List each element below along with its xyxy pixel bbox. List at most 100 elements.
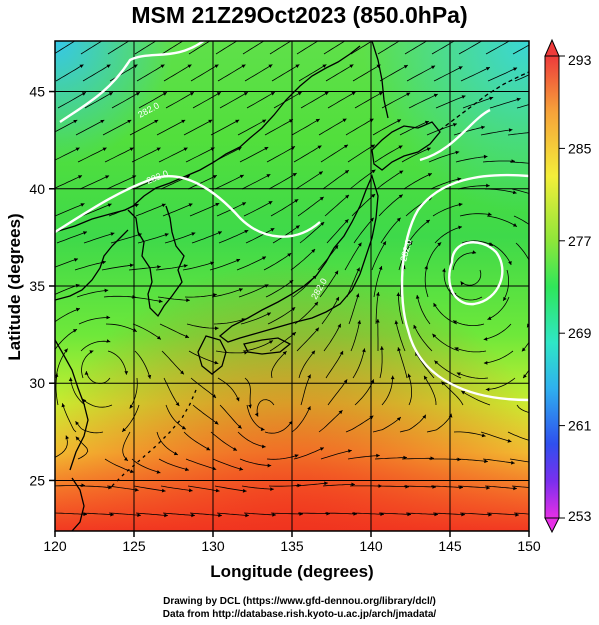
streamline [55, 485, 85, 487]
streamline [55, 64, 84, 82]
streamline-arrowhead [345, 194, 349, 199]
streamline-arrowhead [55, 373, 59, 377]
streamline [106, 485, 139, 491]
y-tick-label: 45 [29, 84, 45, 100]
streamline-arrowhead [485, 67, 490, 71]
streamline [425, 242, 442, 271]
streamline-arrowhead [129, 263, 134, 268]
streamline-arrowhead [214, 64, 219, 68]
streamline-arrowhead [214, 360, 219, 365]
streamline [485, 188, 517, 194]
streamline [269, 331, 297, 352]
streamline-arrowhead [369, 217, 374, 222]
streamline-arrowhead [216, 92, 221, 96]
streamline [522, 369, 529, 379]
streamline [165, 540, 197, 542]
streamline-arrowhead [243, 92, 248, 96]
streamline [399, 414, 427, 433]
streamline-arrowhead [378, 266, 383, 270]
streamline-arrowhead [110, 512, 114, 517]
streamline [187, 485, 220, 492]
streamline-arrowhead [307, 374, 311, 379]
streamline-arrowhead [181, 425, 186, 430]
streamline-arrowhead [77, 37, 81, 41]
streamline [133, 485, 166, 492]
streamline-arrowhead [382, 540, 386, 544]
streamline [210, 119, 240, 136]
streamline-arrowhead [396, 417, 401, 421]
streamline [244, 377, 251, 409]
streamline [381, 92, 411, 109]
streamline [373, 265, 383, 298]
streamline [77, 147, 107, 163]
streamline [378, 194, 404, 217]
streamline-arrowhead [293, 37, 297, 41]
streamline [156, 431, 179, 456]
streamline-arrowhead [424, 265, 428, 270]
streamline-arrowhead [215, 202, 220, 207]
streamline [131, 147, 161, 163]
streamline-arrowhead [147, 374, 152, 379]
streamline-arrowhead [272, 512, 276, 517]
streamline [62, 403, 77, 433]
streamline-arrowhead [540, 68, 544, 71]
streamline [264, 420, 293, 434]
streamline-arrowhead [369, 118, 374, 123]
streamline-arrowhead [124, 371, 129, 375]
streamline [129, 119, 159, 136]
streamline [55, 175, 83, 189]
streamline [354, 379, 374, 406]
streamline-arrowhead [132, 175, 137, 179]
streamline-arrowhead [188, 488, 193, 493]
streamline-arrowhead [334, 245, 339, 250]
streamline-arrowhead [89, 350, 94, 354]
streamline [106, 175, 137, 190]
streamline [103, 295, 136, 298]
streamline [165, 404, 187, 430]
streamline-arrowhead [398, 145, 403, 149]
streamline-arrowhead [212, 466, 217, 471]
temperature-contours [55, 41, 529, 402]
streamline [432, 333, 460, 352]
streamline [351, 512, 385, 515]
streamline-arrowhead [297, 92, 302, 96]
streamline [318, 118, 347, 136]
coastline-honshu [218, 174, 379, 343]
streamline-arrowhead [433, 303, 437, 307]
streamline-arrowhead [314, 301, 318, 306]
streamline-arrowhead [570, 97, 574, 101]
streamline [543, 540, 575, 542]
streamline-arrowhead [185, 467, 189, 472]
streamline [327, 91, 356, 109]
streamline-arrowhead [487, 316, 492, 320]
streamline [484, 485, 517, 489]
streamline-arrowhead [238, 288, 243, 292]
streamline-arrowhead [180, 370, 184, 375]
streamline-arrowhead [295, 225, 300, 229]
streamline-arrowhead [318, 171, 323, 175]
streamline-arrowhead [339, 350, 344, 355]
streamline [348, 293, 359, 325]
streamline [424, 265, 429, 298]
streamline [322, 484, 355, 487]
streamline [110, 233, 142, 244]
streamline-arrowhead [344, 170, 349, 174]
streamline [441, 381, 464, 406]
streamline-arrowhead [127, 120, 132, 124]
streamline [423, 375, 437, 406]
streamline-arrowhead [84, 371, 89, 375]
streamline-arrowhead [516, 97, 521, 102]
colorbar-label: 269 [568, 325, 592, 341]
streamline [212, 458, 244, 471]
streamline [218, 229, 249, 244]
streamline [300, 540, 332, 542]
streamline [55, 328, 78, 351]
streamline-arrowhead [434, 360, 439, 365]
coastline-kyushu [197, 335, 227, 375]
streamline [350, 41, 373, 55]
streamline [381, 540, 413, 542]
streamline-arrowhead [270, 228, 275, 232]
streamline-arrowhead [73, 329, 77, 333]
streamline [460, 66, 491, 82]
streamline-arrowhead [483, 154, 488, 159]
